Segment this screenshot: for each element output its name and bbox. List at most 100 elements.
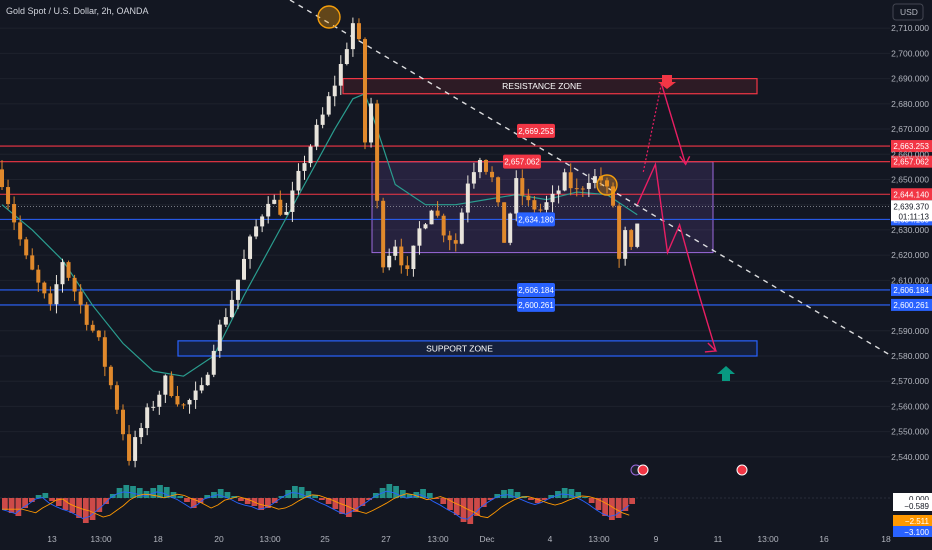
- y-tick-label-4: 2,580.000: [891, 351, 929, 361]
- indicator-bar-31: [211, 492, 217, 498]
- x-tick-label-8: Dec: [479, 534, 495, 544]
- indicator-bar-85: [575, 492, 582, 498]
- indicator-bar-50: [339, 498, 345, 514]
- candle-body-52: [314, 124, 319, 147]
- candle-body-49: [296, 170, 301, 191]
- center-tag-label-4: 2,600.261: [518, 301, 554, 310]
- level-tag-2: [891, 188, 932, 201]
- indicator-bar-62: [420, 489, 426, 498]
- candle-body-62: [375, 103, 380, 201]
- center-tag-1: [503, 154, 541, 169]
- peak-highlight-circle: [317, 5, 341, 29]
- indicator-bar-67: [453, 498, 460, 515]
- indicator-bar-76: [514, 492, 521, 498]
- candle-body-102: [617, 205, 622, 259]
- candle-body-48: [290, 190, 295, 212]
- y-tick-label-13: 2,670.000: [891, 124, 929, 134]
- center-tag-4: [517, 297, 555, 312]
- indicator-bar-80: [541, 498, 548, 500]
- retest-highlight-circle: [596, 174, 618, 196]
- indicator-bar-6: [42, 493, 49, 498]
- center-tag-label-2: 2,634.180: [518, 215, 554, 224]
- candle-body-100: [605, 180, 609, 187]
- y-tick-label-16: 2,700.000: [891, 48, 929, 58]
- candle-body-73: [441, 215, 446, 236]
- current-price-label: 2,639.370: [893, 202, 929, 211]
- indicator-bar-89: [602, 498, 609, 516]
- x-tick-label-0: 13: [47, 534, 57, 544]
- indicator-tag-3: [893, 526, 932, 537]
- candle-body-46: [278, 199, 283, 215]
- candle-body-85: [514, 178, 519, 214]
- indicator-bar-53: [359, 498, 366, 506]
- candle-body-47: [284, 211, 289, 215]
- y-tick-label-7: 2,610.000: [891, 275, 929, 285]
- indicator-bar-73: [494, 494, 501, 498]
- candle-body-17: [102, 337, 107, 367]
- indicator-bar-52: [352, 498, 359, 512]
- indicator-bar-79: [534, 498, 541, 503]
- indicator-bar-45: [305, 491, 312, 498]
- levels-layer: [0, 145, 890, 306]
- buy-arrow-icon: [717, 366, 735, 381]
- y-tick-label-12: 2,660.000: [891, 149, 929, 159]
- x-tick-label-2: 18: [153, 534, 163, 544]
- indicator-bar-4: [28, 498, 35, 502]
- indicator-bar-19: [130, 486, 136, 498]
- candle-body-11: [66, 262, 71, 278]
- candle-body-98: [592, 176, 597, 183]
- indicator-bar-46: [312, 495, 318, 498]
- indicator-bar-41: [278, 496, 285, 498]
- candle-body-56: [338, 63, 343, 86]
- candle-body-24: [145, 407, 150, 429]
- candle-body-55: [332, 85, 337, 97]
- indicator-bar-13: [89, 498, 96, 520]
- indicator-bar-7: [49, 498, 55, 501]
- indicator-bar-55: [372, 493, 379, 498]
- level-tag-1: [891, 155, 932, 168]
- center-tag-label-1: 2,657.062: [504, 158, 540, 167]
- level-tag-label-4: 2,606.184: [893, 286, 929, 295]
- y-tick-label-15: 2,690.000: [891, 74, 929, 84]
- candle-body-67: [405, 265, 410, 270]
- support-zone-label: SUPPORT ZONE: [426, 343, 493, 353]
- candle-body-22: [133, 437, 138, 461]
- indicator-bar-59: [399, 490, 406, 498]
- candle-body-97: [586, 182, 591, 189]
- projection-arrowhead-reject: [679, 155, 691, 166]
- candle-body-103: [623, 230, 628, 259]
- candle-body-101: [611, 186, 616, 206]
- y-tick-label-2: 2,560.000: [891, 401, 929, 411]
- dashed-trendline: [289, 0, 891, 356]
- indicator-bar-65: [440, 498, 447, 504]
- indicator-bar-48: [325, 498, 332, 504]
- candle-body-69: [417, 228, 422, 246]
- currency-button[interactable]: USD: [892, 3, 924, 21]
- indicator-bar-43: [292, 486, 298, 498]
- candle-body-95: [574, 188, 579, 190]
- candle-body-86: [520, 178, 525, 196]
- candle-body-81: [490, 171, 495, 178]
- candle-body-29: [175, 396, 180, 405]
- flag-icon-2: [736, 464, 748, 476]
- indicator-bar-18: [123, 485, 130, 498]
- indicator-bar-69: [467, 498, 474, 524]
- level-tag-label-2: 2,644.140: [893, 190, 929, 199]
- candle-body-61: [369, 103, 374, 143]
- indicator-bar-8: [55, 498, 62, 506]
- center-tag-0: [517, 123, 555, 138]
- candle-body-18: [108, 366, 113, 386]
- x-tick-label-5: 25: [320, 534, 330, 544]
- indicator-tag-0: [893, 493, 932, 504]
- indicator-bar-83: [561, 488, 568, 498]
- projection-path-down: [636, 161, 717, 352]
- candle-body-58: [350, 23, 355, 50]
- indicator-bar-90: [609, 498, 615, 520]
- indicator-bar-49: [332, 498, 339, 509]
- candle-body-13: [78, 291, 83, 305]
- indicator-bar-54: [366, 498, 372, 500]
- indicator-macd-line: [2, 493, 630, 519]
- candle-body-25: [151, 406, 156, 408]
- candle-body-83: [502, 202, 507, 243]
